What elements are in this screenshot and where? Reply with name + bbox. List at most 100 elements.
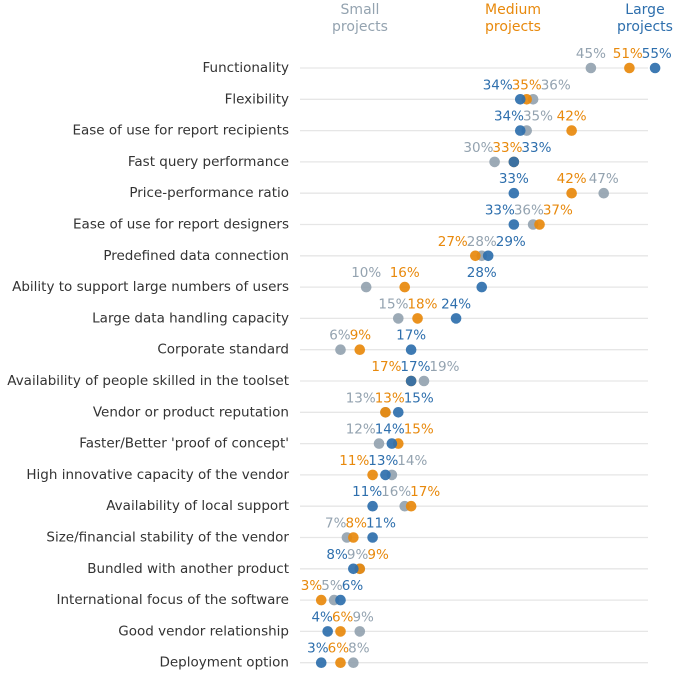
dot-medium [566,187,577,199]
category-label: High innovative capacity of the vendor [26,467,289,483]
dot-large [514,125,526,136]
data-label-small: 16% [381,484,411,500]
category-label: Functionality [203,60,289,76]
data-label-large: 17% [396,328,426,344]
data-label-large: 24% [441,296,471,312]
data-label-medium: 11% [339,453,369,469]
data-label-medium: 35% [512,77,542,93]
dot-small [418,375,430,387]
data-label-small: 15% [378,296,408,312]
data-label-small: 36% [514,203,544,219]
data-label-large: 11% [366,516,396,532]
category-label: Deployment option [159,655,289,671]
dot-large [649,62,661,74]
dot-large [405,344,417,356]
dot-medium [367,469,378,481]
data-label-medium: 51% [613,46,643,62]
category-label: Ease of use for report designers [73,217,289,233]
data-label-small: 47% [589,171,619,187]
data-label-small: 8% [348,641,370,657]
data-label-large: 15% [404,390,434,406]
category-label: Availability of people skilled in the to… [7,373,289,389]
category-label: Vendor or product reputation [93,404,289,420]
dot-medium [335,657,346,668]
data-label-medium: 37% [543,203,573,219]
data-label-small: 12% [346,422,376,438]
legend-large: Large projects [617,2,673,35]
data-label-small: 7% [325,516,347,532]
legend-small: Small projects [332,2,388,35]
data-label-medium: 9% [350,328,372,344]
dot-small [335,344,346,356]
dot-medium [412,313,423,324]
legend-medium: Medium projects [485,2,541,35]
dot-large [514,94,526,105]
dot-small [354,626,366,637]
dot-large [482,250,494,262]
data-label-medium: 42% [557,109,587,125]
dot-large [508,156,520,168]
category-label: Ability to support large numbers of user… [12,279,289,295]
data-label-large: 33% [485,203,515,219]
dot-medium [380,407,391,418]
category-label: Faster/Better 'proof of concept' [79,436,289,452]
dot-large [367,532,378,543]
category-label: Price-performance ratio [129,185,289,201]
category-label: Predefined data connection [103,248,289,264]
dot-medium [315,594,327,606]
data-label-small: 36% [541,77,571,93]
dot-medium [399,281,411,293]
category-label: Large data handling capacity [92,310,289,326]
dot-large [315,657,327,668]
data-label-small: 5% [321,578,343,594]
dot-large [380,469,391,481]
data-label-large: 33% [521,140,551,156]
dot-small [373,438,385,449]
data-label-small: 6% [329,328,351,344]
dot-large [476,281,488,293]
data-label-medium: 13% [375,390,405,406]
data-label-medium: 17% [410,484,440,500]
data-label-large: 34% [483,77,513,93]
data-label-small: 28% [467,234,497,250]
dot-medium [354,344,366,356]
category-label: Availability of local support [106,498,289,514]
data-label-medium: 6% [328,641,350,657]
data-label-medium: 27% [438,234,468,250]
data-label-large: 3% [307,641,329,657]
data-label-large: 28% [467,265,497,281]
dot-small [489,156,500,168]
data-label-large: 33% [499,171,529,187]
data-label-medium: 6% [332,609,354,625]
dot-large [348,563,359,575]
dot-medium [348,532,359,543]
data-label-large: 8% [326,547,348,563]
data-label-small: 10% [351,265,381,281]
dot-large [508,187,520,199]
dot-large [405,375,417,387]
dot-large [335,594,346,606]
data-label-medium: 17% [371,359,401,375]
category-label: Size/financial stability of the vendor [46,530,289,546]
dot-medium [566,125,577,136]
data-label-small: 13% [346,390,376,406]
data-label-small: 9% [347,547,369,563]
dot-small [393,313,404,324]
data-label-small: 14% [397,453,427,469]
dot-small [585,62,597,74]
data-label-large: 55% [642,46,672,62]
dot-medium [470,250,481,262]
dot-large [386,438,398,449]
dot-small [360,281,372,293]
data-label-large: 4% [311,609,333,625]
category-label: Ease of use for report recipients [72,123,289,139]
category-label: Good vendor relationship [118,623,289,639]
dot-medium [335,626,346,637]
dot-large [508,219,520,230]
dot-small [348,657,359,668]
category-label: International focus of the software [57,592,290,608]
category-label: Fast query performance [128,154,289,170]
data-label-large: 14% [375,422,405,438]
data-label-large: 13% [368,453,398,469]
